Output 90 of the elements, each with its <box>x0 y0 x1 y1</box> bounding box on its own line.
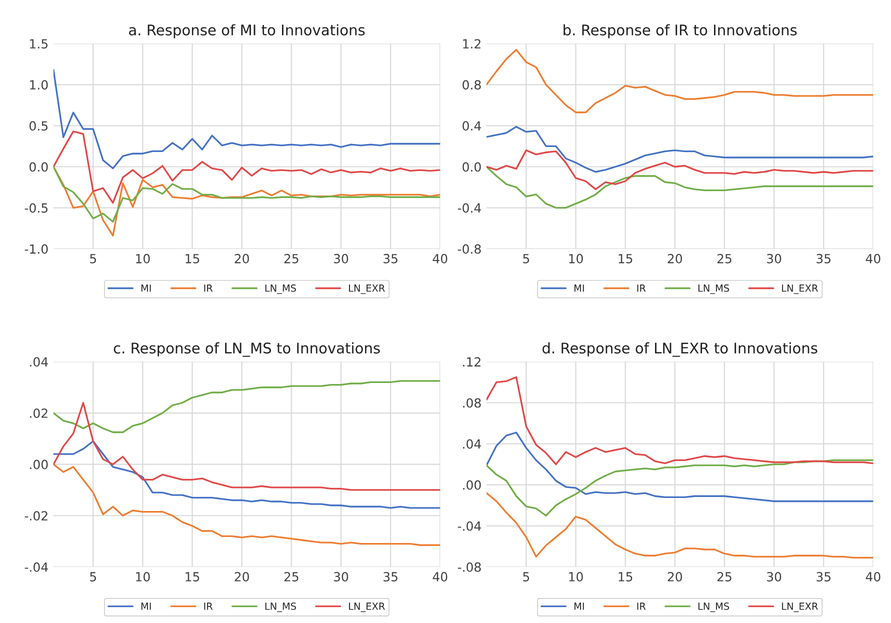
line-series <box>53 69 440 170</box>
y-tick-label: 0.0 <box>462 162 481 172</box>
x-tick-label: 25 <box>284 254 298 264</box>
y-tick-label: -.08 <box>458 562 481 572</box>
x-tick-label: 30 <box>767 254 782 264</box>
y-tick-label: -0.5 <box>24 203 48 213</box>
x-tick-label: 25 <box>284 572 298 582</box>
x-tick-label: 35 <box>384 572 398 582</box>
y-tick-label: 0.4 <box>462 121 481 131</box>
legend-label: IR <box>637 284 646 292</box>
y-tick-label: .12 <box>463 357 480 366</box>
x-tick-label: 15 <box>186 254 200 264</box>
x-tick-label: 30 <box>767 572 782 582</box>
line-series <box>486 166 874 209</box>
y-tick-label: .08 <box>463 398 481 408</box>
line-series <box>53 402 440 491</box>
x-tick-label: 25 <box>717 572 732 582</box>
legend-label: LN_MS <box>265 602 296 612</box>
line-series <box>486 432 874 502</box>
legend-label: IR <box>204 602 213 610</box>
legend-label: IR <box>637 602 646 610</box>
x-tick-label: 40 <box>432 572 448 582</box>
legend-label: MI <box>574 284 584 292</box>
line-series <box>53 440 440 509</box>
chart-title: d. Response of LN_EXR to Innovations <box>542 342 818 357</box>
line-series <box>486 149 874 190</box>
x-tick-label: 40 <box>866 254 880 264</box>
x-tick-label: 15 <box>618 572 632 582</box>
x-tick-label: 10 <box>136 254 150 264</box>
x-tick-label: 5 <box>523 572 530 582</box>
x-tick-label: 40 <box>866 572 880 582</box>
legend-label: IR <box>204 284 213 292</box>
x-tick-label: 30 <box>334 254 348 264</box>
x-tick-label: 40 <box>432 254 448 264</box>
x-tick-label: 15 <box>186 572 200 582</box>
x-tick-label: 10 <box>569 572 583 582</box>
x-tick-label: 5 <box>90 254 96 264</box>
y-tick-label: -0.4 <box>458 203 481 213</box>
line-series <box>53 380 440 434</box>
x-tick-label: 5 <box>90 572 96 582</box>
legend-label: LN_MS <box>698 602 730 612</box>
legend-label: MI <box>574 602 584 610</box>
legend-label: LN_EXR <box>782 284 818 294</box>
line-series <box>486 126 874 173</box>
y-tick-label: -.02 <box>24 511 48 521</box>
line-series <box>486 459 874 516</box>
y-tick-label: .00 <box>30 460 48 470</box>
y-tick-label: .04 <box>463 439 481 449</box>
x-tick-label: 15 <box>618 254 632 264</box>
legend-label: LN_EXR <box>349 284 385 294</box>
y-tick-label: .00 <box>463 480 481 490</box>
y-tick-label: 1.5 <box>30 39 48 49</box>
x-tick-label: 35 <box>816 572 830 582</box>
x-tick-label: 5 <box>523 254 530 264</box>
x-tick-label: 25 <box>717 254 732 264</box>
y-tick-label: 0.8 <box>462 80 481 90</box>
line-series <box>486 48 874 114</box>
x-tick-label: 30 <box>334 572 348 582</box>
y-tick-label: .04 <box>30 357 48 367</box>
legend-label: LN_EXR <box>782 602 818 612</box>
x-tick-label: 20 <box>234 572 249 582</box>
line-series <box>486 492 874 559</box>
y-tick-label: 1.0 <box>30 80 48 90</box>
y-tick-label: 0.5 <box>30 121 48 131</box>
x-tick-label: 20 <box>668 572 682 582</box>
x-tick-label: 10 <box>136 572 150 582</box>
y-tick-label: -.04 <box>24 562 48 572</box>
legend-label: LN_EXR <box>349 602 385 612</box>
chart-title: b. Response of IR to Innovations <box>564 24 797 38</box>
y-tick-label: -1.0 <box>24 244 48 254</box>
line-series <box>53 130 440 204</box>
x-tick-label: 20 <box>234 254 249 264</box>
y-tick-label: .02 <box>30 408 48 418</box>
x-tick-label: 10 <box>569 254 583 264</box>
legend-label: LN_MS <box>265 284 296 294</box>
chart-title: a. Response of MI to Innovations <box>129 24 365 38</box>
y-tick-label: -0.8 <box>458 244 481 254</box>
legend-label: MI <box>141 284 151 292</box>
line-series <box>53 166 440 223</box>
x-tick-label: 35 <box>384 254 398 264</box>
line-series <box>486 376 874 466</box>
legend-label: LN_MS <box>698 284 730 294</box>
y-tick-label: -.04 <box>458 521 481 531</box>
y-tick-label: 1.2 <box>463 39 480 48</box>
line-series <box>53 463 440 546</box>
x-tick-label: 20 <box>668 254 682 264</box>
x-tick-label: 35 <box>816 254 830 264</box>
legend-label: MI <box>141 602 151 610</box>
y-tick-label: 0.0 <box>30 162 48 172</box>
chart-title: c. Response of LN_MS to Innovations <box>114 342 380 357</box>
